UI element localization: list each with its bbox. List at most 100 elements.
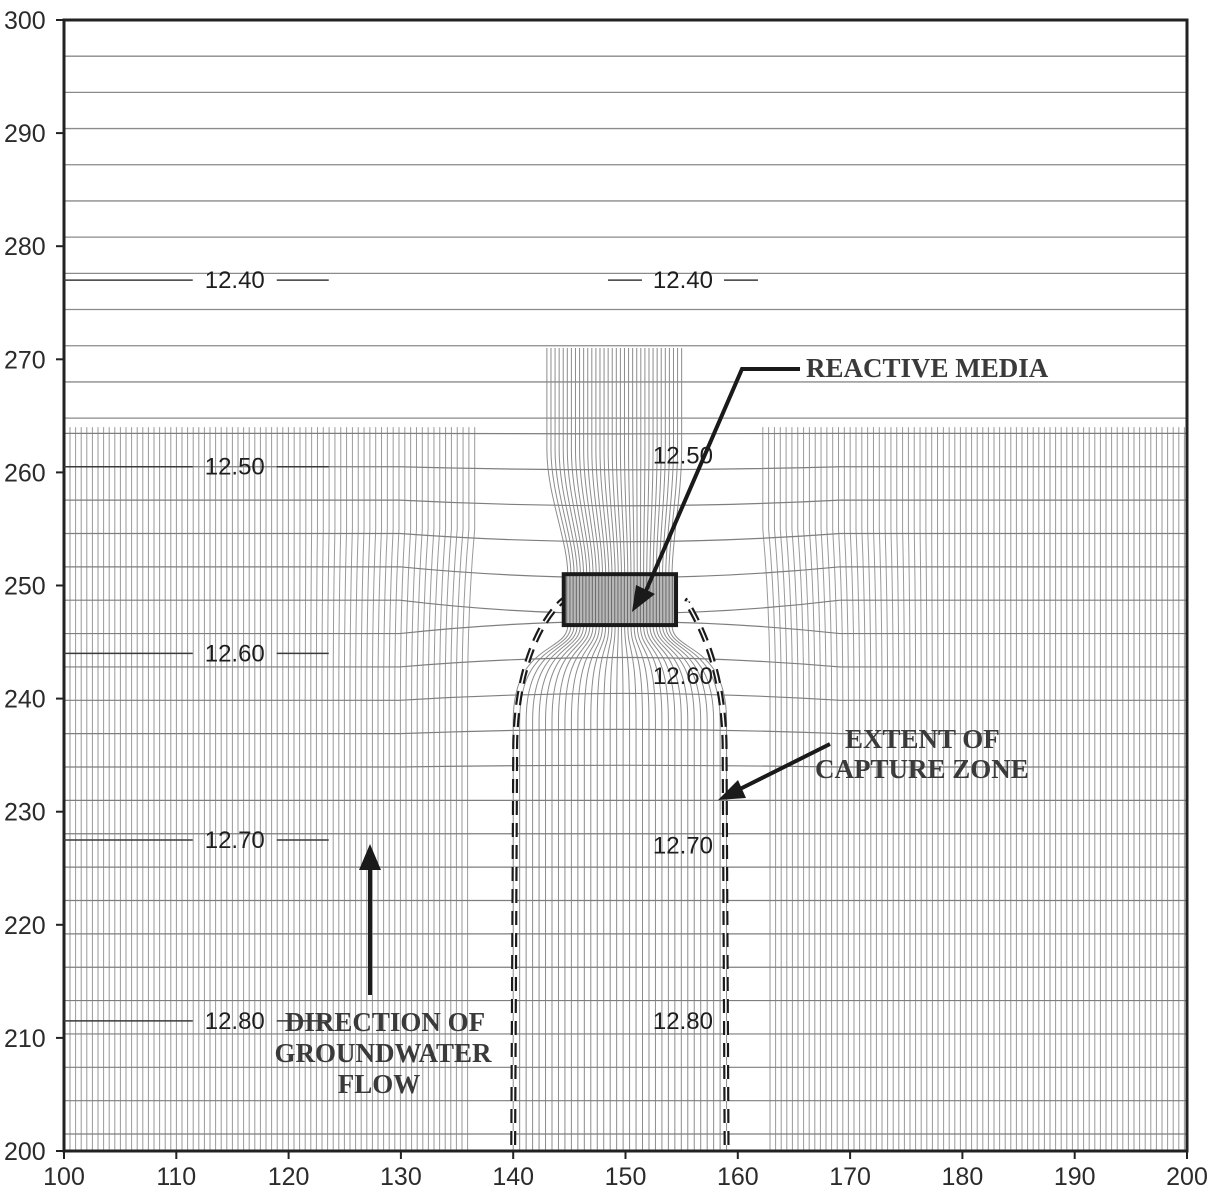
contour-label-left: 12.50 xyxy=(205,454,265,481)
flow-line xyxy=(332,427,336,1151)
x-tick-label: 110 xyxy=(156,1163,196,1191)
x-tick-label: 160 xyxy=(717,1163,759,1191)
y-tick-label: 230 xyxy=(4,799,46,827)
flow-line xyxy=(762,427,771,1151)
x-tick-label: 150 xyxy=(605,1163,647,1191)
capture-zone-label-line2: CAPTURE ZONE xyxy=(815,754,1029,784)
callouts: REACTIVE MEDIA EXTENT OF CAPTURE ZONE DI… xyxy=(274,353,1048,1099)
flow-line xyxy=(422,427,429,1151)
y-tick-label: 220 xyxy=(4,912,46,940)
capture-zone-dashed-highlight xyxy=(512,597,567,1146)
x-tick-label: 100 xyxy=(43,1163,85,1191)
flow-line xyxy=(433,427,441,1151)
flow-line xyxy=(411,427,417,1151)
equipotential-line xyxy=(64,466,1187,471)
contour-label-center: 12.80 xyxy=(653,1008,713,1035)
flow-line xyxy=(907,427,911,1151)
flow-line xyxy=(427,427,435,1151)
flow-line xyxy=(803,427,810,1151)
contour-label-left: 12.80 xyxy=(205,1008,265,1035)
x-tick-label: 140 xyxy=(492,1163,534,1191)
x-tick-label: 170 xyxy=(829,1163,871,1191)
flow-line xyxy=(779,427,788,1151)
flow-line xyxy=(343,427,348,1151)
flow-line xyxy=(826,427,833,1151)
contour-label-center: 12.60 xyxy=(653,663,713,690)
flow-line xyxy=(439,427,447,1151)
flow-line xyxy=(814,427,821,1151)
equipotential-line xyxy=(64,656,1187,668)
flow-line xyxy=(371,427,377,1151)
reactive-media-box xyxy=(561,572,679,628)
reactive-media-label: REACTIVE MEDIA xyxy=(806,353,1049,383)
contour-label-left: 12.60 xyxy=(205,640,265,667)
flow-line xyxy=(450,427,458,1151)
flow-line xyxy=(884,427,889,1151)
capture-zone-arrowhead xyxy=(718,780,746,800)
contour-label-center: 12.40 xyxy=(653,267,713,294)
flow-line xyxy=(808,427,816,1151)
flow-line xyxy=(896,427,900,1151)
converging-flow-line xyxy=(596,347,610,1151)
flow-line xyxy=(455,427,464,1151)
flow-line xyxy=(327,427,330,1151)
flow-line xyxy=(360,427,365,1151)
flow-line xyxy=(919,427,922,1151)
capture-zone-label-line1: EXTENT OF xyxy=(845,724,1000,754)
flow-line xyxy=(861,427,866,1151)
flow-line xyxy=(855,427,861,1151)
x-tick-label: 130 xyxy=(380,1163,422,1191)
flow-label-line3: FLOW xyxy=(338,1069,421,1099)
y-tick-label: 250 xyxy=(4,573,46,601)
converging-flow-line xyxy=(615,347,624,1151)
flow-line xyxy=(890,427,894,1151)
x-tick-label: 190 xyxy=(1054,1163,1096,1191)
reactive-media-outline xyxy=(561,572,679,628)
flow-line xyxy=(931,427,933,1151)
capture-zone-boundary xyxy=(510,595,730,1146)
axes: 100 110 120 130 140 150 160 170 180 190 200 300 290 2… xyxy=(4,7,1208,1191)
flow-line xyxy=(872,427,877,1151)
flow-line xyxy=(377,427,383,1151)
reactive-media-pointer-arrow xyxy=(640,367,800,601)
x-tick-label: 200 xyxy=(1166,1163,1208,1191)
converging-flow-line xyxy=(623,347,637,1151)
flow-net-grid xyxy=(64,55,1187,1151)
flow-line xyxy=(838,427,844,1151)
flow-line xyxy=(461,427,470,1151)
equipotential-line xyxy=(64,764,1187,768)
y-tick-label: 200 xyxy=(4,1138,46,1166)
flow-line xyxy=(925,427,928,1151)
converging-flow-line xyxy=(525,347,575,1151)
flow-line xyxy=(768,427,777,1151)
flow-line xyxy=(383,427,388,1151)
y-tick-label: 210 xyxy=(4,1025,46,1053)
flow-line xyxy=(388,427,394,1151)
converging-flow-line xyxy=(512,347,569,1151)
x-tick-label: 120 xyxy=(268,1163,310,1191)
flow-line xyxy=(355,427,359,1151)
y-tick-label: 260 xyxy=(4,459,46,487)
flow-line xyxy=(849,427,855,1151)
flow-line xyxy=(315,427,318,1151)
flow-label-line1: DIRECTION OF xyxy=(285,1007,485,1037)
converging-flow-line xyxy=(551,347,588,1151)
flow-line xyxy=(785,427,793,1151)
flow-line xyxy=(843,427,849,1151)
flow-line xyxy=(366,427,371,1151)
capture-zone-dashed-highlight xyxy=(686,599,728,1146)
equipotential-line xyxy=(64,499,1187,507)
flow-line xyxy=(399,427,406,1151)
capture-zone-pointer-arrow xyxy=(733,742,831,794)
flow-line xyxy=(832,427,838,1151)
flow-line xyxy=(349,427,353,1151)
contour-label-left: 12.70 xyxy=(205,827,265,854)
converging-flow-line xyxy=(611,347,619,1151)
flow-line xyxy=(797,427,805,1151)
y-tick-label: 290 xyxy=(4,120,46,148)
y-tick-label: 280 xyxy=(4,233,46,261)
converging-flow-line xyxy=(557,347,591,1151)
flow-line xyxy=(791,427,799,1151)
